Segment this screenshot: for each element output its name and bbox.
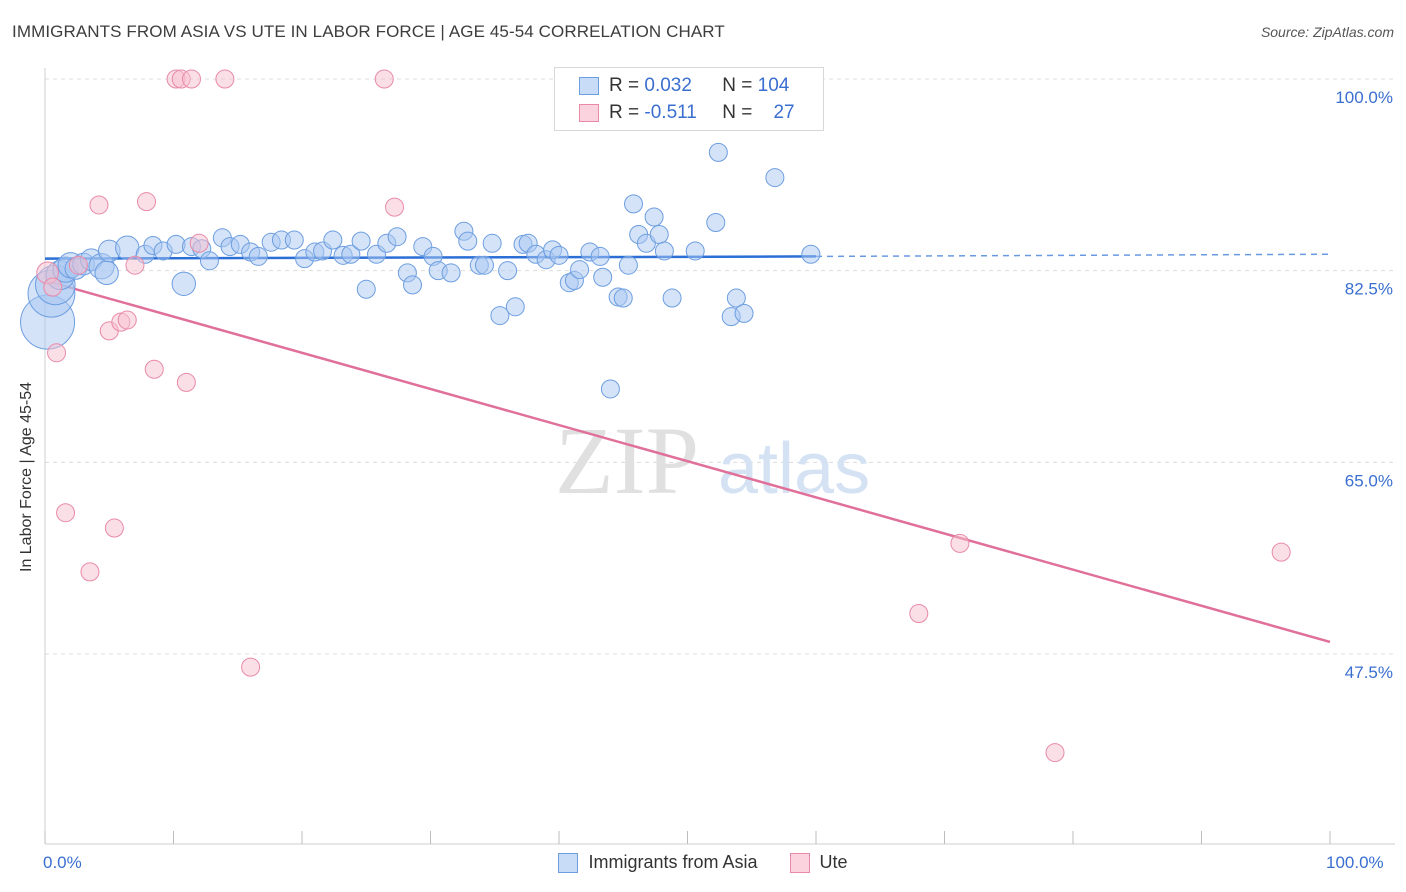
axes: [44, 68, 1395, 845]
data-point-asia: [341, 244, 361, 264]
legend-r-value-ute: -0.511: [644, 102, 697, 123]
data-point-asia: [600, 379, 620, 399]
data-point-ute: [117, 310, 137, 330]
series-legend: Immigrants from Asia Ute: [0, 852, 1406, 873]
chart-title: IMMIGRANTS FROM ASIA VS UTE IN LABOR FOR…: [12, 22, 725, 41]
data-point-ute: [374, 69, 394, 89]
gridlines: [45, 78, 1395, 655]
legend-n-value-ute: 27: [773, 102, 795, 123]
data-point-ute: [909, 603, 929, 623]
data-point-asia: [505, 297, 525, 317]
data-point-asia: [706, 212, 726, 232]
x-tick-label-max: 100.0%: [1326, 853, 1384, 872]
data-point-asia: [570, 260, 590, 280]
series-legend-swatch-asia: [558, 852, 579, 873]
data-point-ute: [144, 359, 164, 379]
data-point-asia: [498, 261, 518, 281]
data-point-asia: [593, 267, 613, 287]
data-point-asia: [654, 241, 674, 261]
data-point-asia: [644, 207, 664, 227]
data-point-asia: [458, 231, 478, 251]
y-axis-label: In Labor Force | Age 45-54: [18, 381, 35, 572]
data-point-asia: [441, 263, 461, 283]
series-legend-item-asia[interactable]: Immigrants from Asia: [558, 852, 758, 873]
series-ute: [36, 69, 1291, 763]
series-legend-swatch-ute: [789, 852, 810, 873]
watermark-zip: ZIP: [555, 407, 699, 514]
trend-line-ute: [44, 279, 1331, 644]
data-point-asia: [248, 246, 268, 266]
data-point-asia: [613, 288, 633, 308]
data-point-asia: [199, 251, 219, 271]
legend-row-asia: R = 0.032 N = 104: [579, 73, 789, 99]
data-point-asia: [726, 288, 746, 308]
y-tick-label: 65.0%: [1345, 471, 1393, 490]
data-point-ute: [1045, 743, 1065, 763]
data-point-ute: [56, 503, 76, 523]
legend-r-value-asia: 0.032: [644, 75, 692, 96]
y-tick-label: 82.5%: [1345, 280, 1393, 299]
data-point-ute: [125, 255, 145, 275]
data-point-ute: [80, 562, 100, 582]
data-point-asia: [624, 194, 644, 214]
data-point-ute: [68, 255, 88, 275]
data-point-ute: [215, 69, 235, 89]
legend-r-label: R =: [609, 102, 640, 123]
series-legend-item-ute[interactable]: Ute: [789, 852, 848, 873]
data-point-asia: [490, 306, 510, 326]
legend-row-ute: R = -0.511 N = 27: [579, 100, 795, 126]
data-point-asia: [734, 303, 754, 323]
data-point-asia: [387, 227, 407, 247]
data-point-asia: [403, 275, 423, 295]
data-point-ute: [137, 192, 157, 212]
legend-n-label: N =: [722, 102, 753, 123]
data-point-asia: [356, 279, 376, 299]
legend-r-label: R =: [609, 75, 640, 96]
watermark: ZIP atlas: [555, 407, 870, 514]
data-point-ute: [43, 277, 63, 297]
data-point-asia: [685, 241, 705, 261]
x-tick-label-min: 0.0%: [43, 853, 82, 872]
data-point-ute: [950, 533, 970, 553]
data-point-ute: [1271, 542, 1291, 562]
data-point-asia: [708, 142, 728, 162]
data-point-asia: [662, 288, 682, 308]
series-immigrants-from-asia: [20, 142, 821, 399]
y-tick-label: 47.5%: [1345, 663, 1393, 682]
data-point-ute: [189, 233, 209, 253]
data-point-ute: [104, 518, 124, 538]
data-point-asia: [590, 246, 610, 266]
y-tick-label: 100.0%: [1335, 88, 1393, 107]
data-point-asia: [649, 225, 669, 245]
legend-swatch-asia: [579, 77, 599, 95]
y-tick-labels: 100.0% 82.5% 65.0% 47.5%: [1335, 88, 1393, 682]
data-point-asia: [801, 244, 821, 264]
data-point-asia: [765, 168, 785, 188]
data-point-ute: [89, 195, 109, 215]
data-point-ute: [176, 372, 196, 392]
data-point-asia: [94, 260, 119, 286]
data-point-asia: [474, 255, 494, 275]
legend-n-value-asia: 104: [757, 75, 790, 96]
data-point-ute: [385, 197, 405, 217]
series-legend-label-asia: Immigrants from Asia: [588, 852, 758, 872]
correlation-legend: R = 0.032 N = 104 R = -0.511 N = 27: [554, 67, 824, 131]
legend-n-label: N =: [722, 75, 753, 96]
data-point-ute: [241, 657, 261, 677]
data-point-asia: [351, 231, 371, 251]
data-point-ute: [181, 69, 201, 89]
trend-line-asia-extension: [815, 253, 1331, 258]
data-point-asia: [171, 271, 196, 297]
series-legend-label-ute: Ute: [819, 852, 848, 872]
data-point-asia: [618, 255, 638, 275]
data-point-asia: [323, 230, 343, 250]
data-point-asia: [549, 245, 569, 265]
source-note: Source: ZipAtlas.com: [1260, 24, 1394, 40]
data-point-asia: [284, 230, 304, 250]
watermark-atlas: atlas: [718, 429, 870, 509]
data-point-asia: [482, 233, 502, 253]
data-point-ute: [47, 343, 67, 363]
legend-swatch-ute: [579, 104, 599, 122]
